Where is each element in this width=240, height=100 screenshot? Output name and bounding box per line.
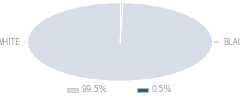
Bar: [137, 88, 148, 92]
Text: 0.5%: 0.5%: [151, 86, 172, 94]
Text: WHITE: WHITE: [0, 38, 20, 46]
Circle shape: [29, 4, 211, 80]
Bar: [67, 88, 78, 92]
Text: BLACK: BLACK: [223, 38, 240, 46]
Text: 99.5%: 99.5%: [82, 86, 107, 94]
